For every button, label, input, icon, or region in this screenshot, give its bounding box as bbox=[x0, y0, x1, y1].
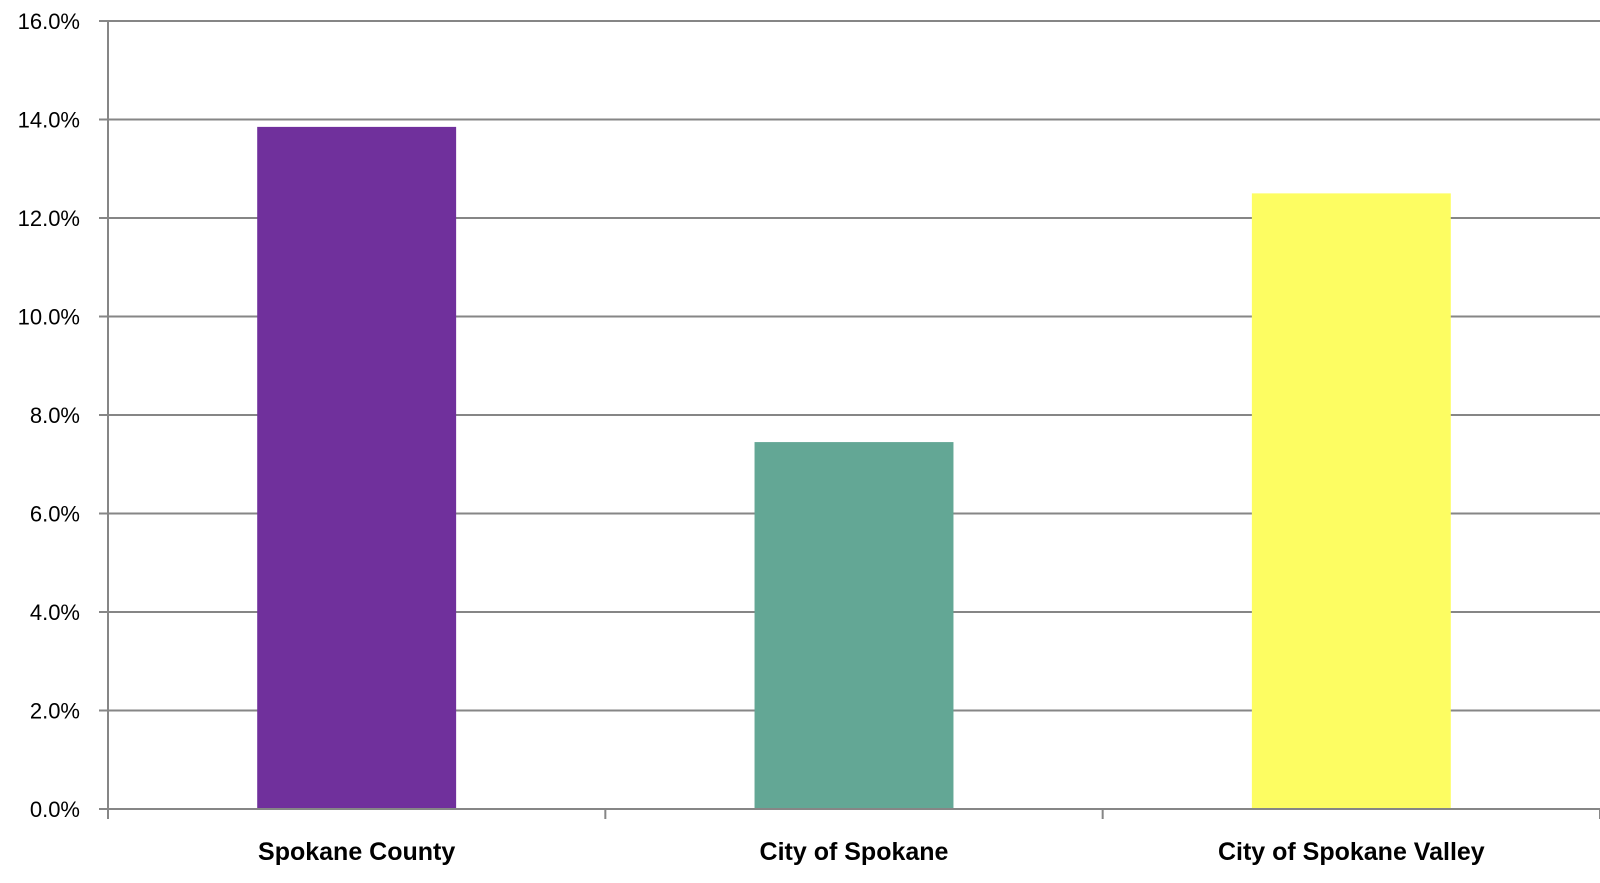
x-category-label: City of Spokane Valley bbox=[1218, 838, 1485, 866]
y-tick-label: 4.0% bbox=[30, 600, 80, 625]
y-axis-tick-labels: 0.0% 2.0% 4.0% 6.0% 8.0% 10.0% 12.0% 14.0% 16.0% bbox=[18, 9, 80, 822]
x-category-label: Spokane County bbox=[258, 838, 455, 866]
y-tick-label: 8.0% bbox=[30, 403, 80, 428]
x-axis-category-labels: Spokane County City of Spokane City of Spo… bbox=[258, 838, 1485, 866]
y-tick-label: 6.0% bbox=[30, 502, 80, 527]
y-tick-label: 12.0% bbox=[18, 206, 80, 231]
bars bbox=[257, 126, 1451, 809]
bar-spokane-county bbox=[257, 126, 457, 809]
axes bbox=[99, 20, 1600, 819]
y-tick-label: 0.0% bbox=[30, 797, 80, 822]
y-tick-label: 2.0% bbox=[30, 699, 80, 724]
y-tick-label: 10.0% bbox=[18, 305, 80, 330]
bar-city-of-spokane-valley bbox=[1251, 193, 1451, 809]
x-category-label: City of Spokane bbox=[760, 838, 949, 866]
bar-city-of-spokane bbox=[754, 442, 954, 809]
y-tick-label: 14.0% bbox=[18, 108, 80, 133]
y-tick-label: 16.0% bbox=[18, 9, 80, 34]
